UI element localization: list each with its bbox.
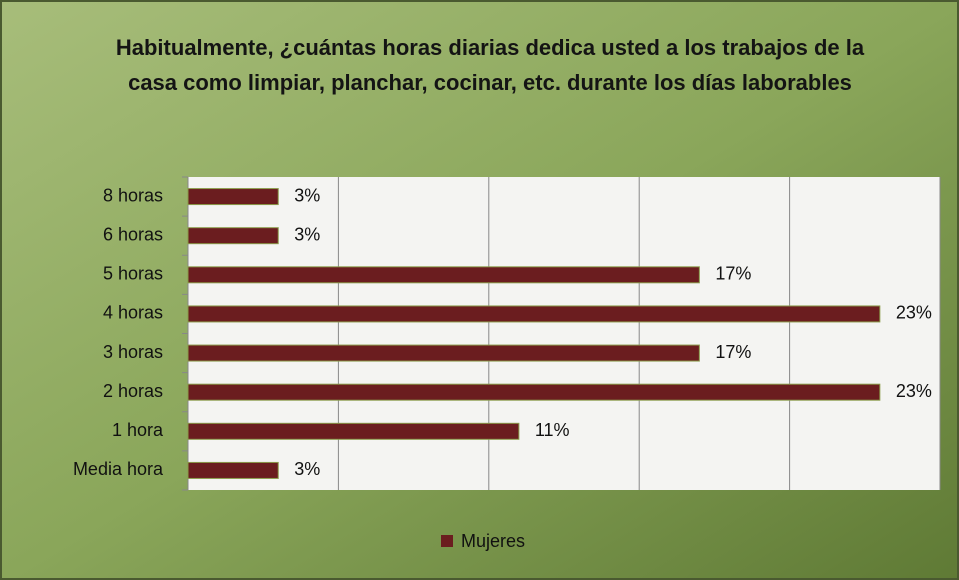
bar <box>187 266 700 284</box>
value-label: 23% <box>896 303 932 323</box>
y-tick-label: 8 horas <box>103 185 163 205</box>
value-label: 17% <box>715 264 751 284</box>
bar <box>187 422 520 440</box>
bar <box>187 383 881 401</box>
value-label: 23% <box>896 381 932 401</box>
y-tick-label: 1 hora <box>112 420 164 440</box>
y-tick-label: 3 horas <box>103 342 163 362</box>
value-label: 3% <box>294 459 320 479</box>
value-label: 3% <box>294 224 320 244</box>
bar <box>187 461 279 479</box>
y-tick-label: 5 horas <box>103 264 163 284</box>
value-label: 3% <box>294 185 320 205</box>
value-label: 17% <box>715 342 751 362</box>
y-tick-label: 2 horas <box>103 381 163 401</box>
bar <box>187 227 279 245</box>
y-tick-label: Media hora <box>73 459 164 479</box>
legend-swatch <box>441 535 453 547</box>
legend-label: Mujeres <box>461 531 525 551</box>
bar <box>187 344 700 362</box>
bar <box>187 305 881 323</box>
y-tick-label: 4 horas <box>103 303 163 323</box>
bar <box>187 188 279 206</box>
value-label: 11% <box>535 420 570 440</box>
chart-title: Habitualmente, ¿cuántas horas diarias de… <box>115 35 865 95</box>
y-tick-label: 6 horas <box>103 224 163 244</box>
